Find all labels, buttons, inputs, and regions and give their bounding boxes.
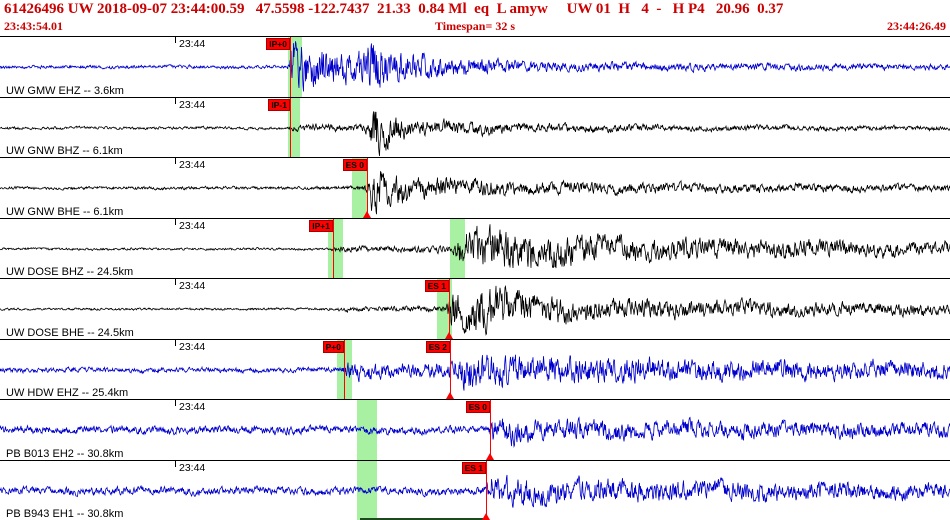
pick-flag[interactable]: IP-1: [268, 98, 290, 111]
pick-line[interactable]: [448, 279, 450, 339]
station-label: PB B943 EH1 -- 30.8km: [6, 508, 124, 520]
station-label: UW GMW EHZ -- 3.6km: [6, 84, 124, 97]
trace-row-uw-gnw-bhz[interactable]: 23:44 IP-1 UW GNW BHZ -- 6.1km: [0, 96, 950, 157]
trace-row-uw-dose-bhe[interactable]: 23:44 ES 1 UW DOSE BHE -- 24.5km: [0, 278, 950, 339]
station-label: PB B013 EH2 -- 30.8km: [6, 447, 124, 460]
pick-marker-triangle: [446, 392, 454, 399]
event-summary-line: 61426496 UW 2018-09-07 23:44:00.59 47.55…: [4, 1, 784, 17]
minute-label: 23:44: [179, 98, 206, 111]
pick-window: [357, 460, 377, 520]
minute-tick: [175, 158, 176, 164]
pick-flag[interactable]: ES 0: [342, 159, 367, 171]
window-start-time: 23:43:54.01: [4, 19, 63, 33]
trace-row-uw-gmw-ehz[interactable]: 23:44 IP+0 UW GMW EHZ -- 3.6km: [0, 36, 950, 97]
minute-tick: [175, 218, 176, 225]
pick-line[interactable]: [366, 158, 368, 218]
station-label: UW DOSE BHZ -- 24.5km: [6, 266, 134, 278]
pick-marker-triangle: [363, 210, 371, 218]
minute-label: 23:44: [179, 461, 206, 474]
pick-flag[interactable]: ES 0: [465, 401, 490, 413]
pick-flag[interactable]: ES 1: [424, 280, 449, 292]
station-label: UW GNW BHZ -- 6.1km: [6, 145, 123, 157]
waveform-uw-gmw-ehz: [0, 41, 950, 92]
waveform-uw-gnw-bhz: [0, 110, 950, 156]
trace-row-uw-dose-bhz[interactable]: 23:44 IP+1 UW DOSE BHZ -- 24.5km: [0, 217, 950, 278]
station-label: UW GNW BHE -- 6.1km: [6, 205, 124, 218]
minute-tick: [175, 339, 176, 346]
waveform-uw-hdw-ehz: [0, 354, 950, 391]
waveform-uw-gnw-bhe: [0, 170, 950, 215]
minute-label: 23:44: [179, 219, 206, 232]
waveform-uw-dose-bhe: [0, 284, 950, 336]
minute-tick: [175, 460, 176, 467]
trace-row-uw-gnw-bhe[interactable]: 23:44 ES 0 UW GNW BHE -- 6.1km: [0, 157, 950, 218]
pick-line[interactable]: [343, 339, 345, 399]
pick-line[interactable]: [332, 218, 334, 278]
trace-row-pb-b943-eh1[interactable]: 23:44 ES 1 PB B943 EH1 -- 30.8km: [0, 459, 950, 520]
pick-line[interactable]: [289, 97, 291, 157]
minute-tick: [175, 97, 176, 104]
minute-tick: [175, 37, 176, 43]
minute-tick: [175, 400, 176, 406]
pick-marker-triangle: [445, 331, 453, 339]
trace-row-uw-hdw-ehz[interactable]: 23:44 P+0 ES 2 UW HDW EHZ -- 25.4km: [0, 338, 950, 399]
waveform-pb-b943-eh1: [0, 474, 950, 508]
pick-flag[interactable]: P+0: [322, 340, 344, 353]
pick-line[interactable]: [289, 37, 291, 97]
minute-label: 23:44: [179, 340, 206, 353]
trace-row-pb-b013-eh2[interactable]: 23:44 ES 0 PB B013 EH2 -- 30.8km: [0, 399, 950, 460]
pick-flag[interactable]: ES 1: [461, 461, 486, 474]
pick-marker-triangle: [482, 513, 490, 520]
timespan-label: Timespan= 32 s: [435, 19, 515, 33]
pick-flag[interactable]: IP+1: [309, 219, 333, 232]
waveform-pb-b013-eh2: [0, 416, 950, 448]
pick-marker-triangle: [486, 452, 494, 460]
minute-label: 23:44: [179, 401, 206, 413]
selection-bracket: [360, 518, 488, 520]
station-label: UW DOSE BHE -- 24.5km: [6, 326, 134, 339]
minute-label: 23:44: [179, 280, 206, 292]
pick-flag[interactable]: ES 2: [425, 340, 450, 353]
waveform-uw-dose-bhz: [0, 223, 950, 268]
pick-line[interactable]: [449, 339, 451, 399]
pick-flag[interactable]: IP+0: [266, 38, 290, 50]
station-label: UW HDW EHZ -- 25.4km: [6, 387, 129, 399]
window-end-time: 23:44:26.49: [887, 19, 946, 33]
trace-area: 23:44 IP+0 UW GMW EHZ -- 3.6km 23:44 IP-1 UW …: [0, 36, 950, 520]
pick-line[interactable]: [485, 460, 487, 520]
time-bar: 23:43:54.01 Timespan= 32 s 23:44:26.49: [0, 18, 950, 36]
minute-label: 23:44: [179, 38, 206, 50]
pick-line[interactable]: [489, 400, 491, 460]
minute-tick: [175, 279, 176, 285]
minute-label: 23:44: [179, 159, 206, 171]
